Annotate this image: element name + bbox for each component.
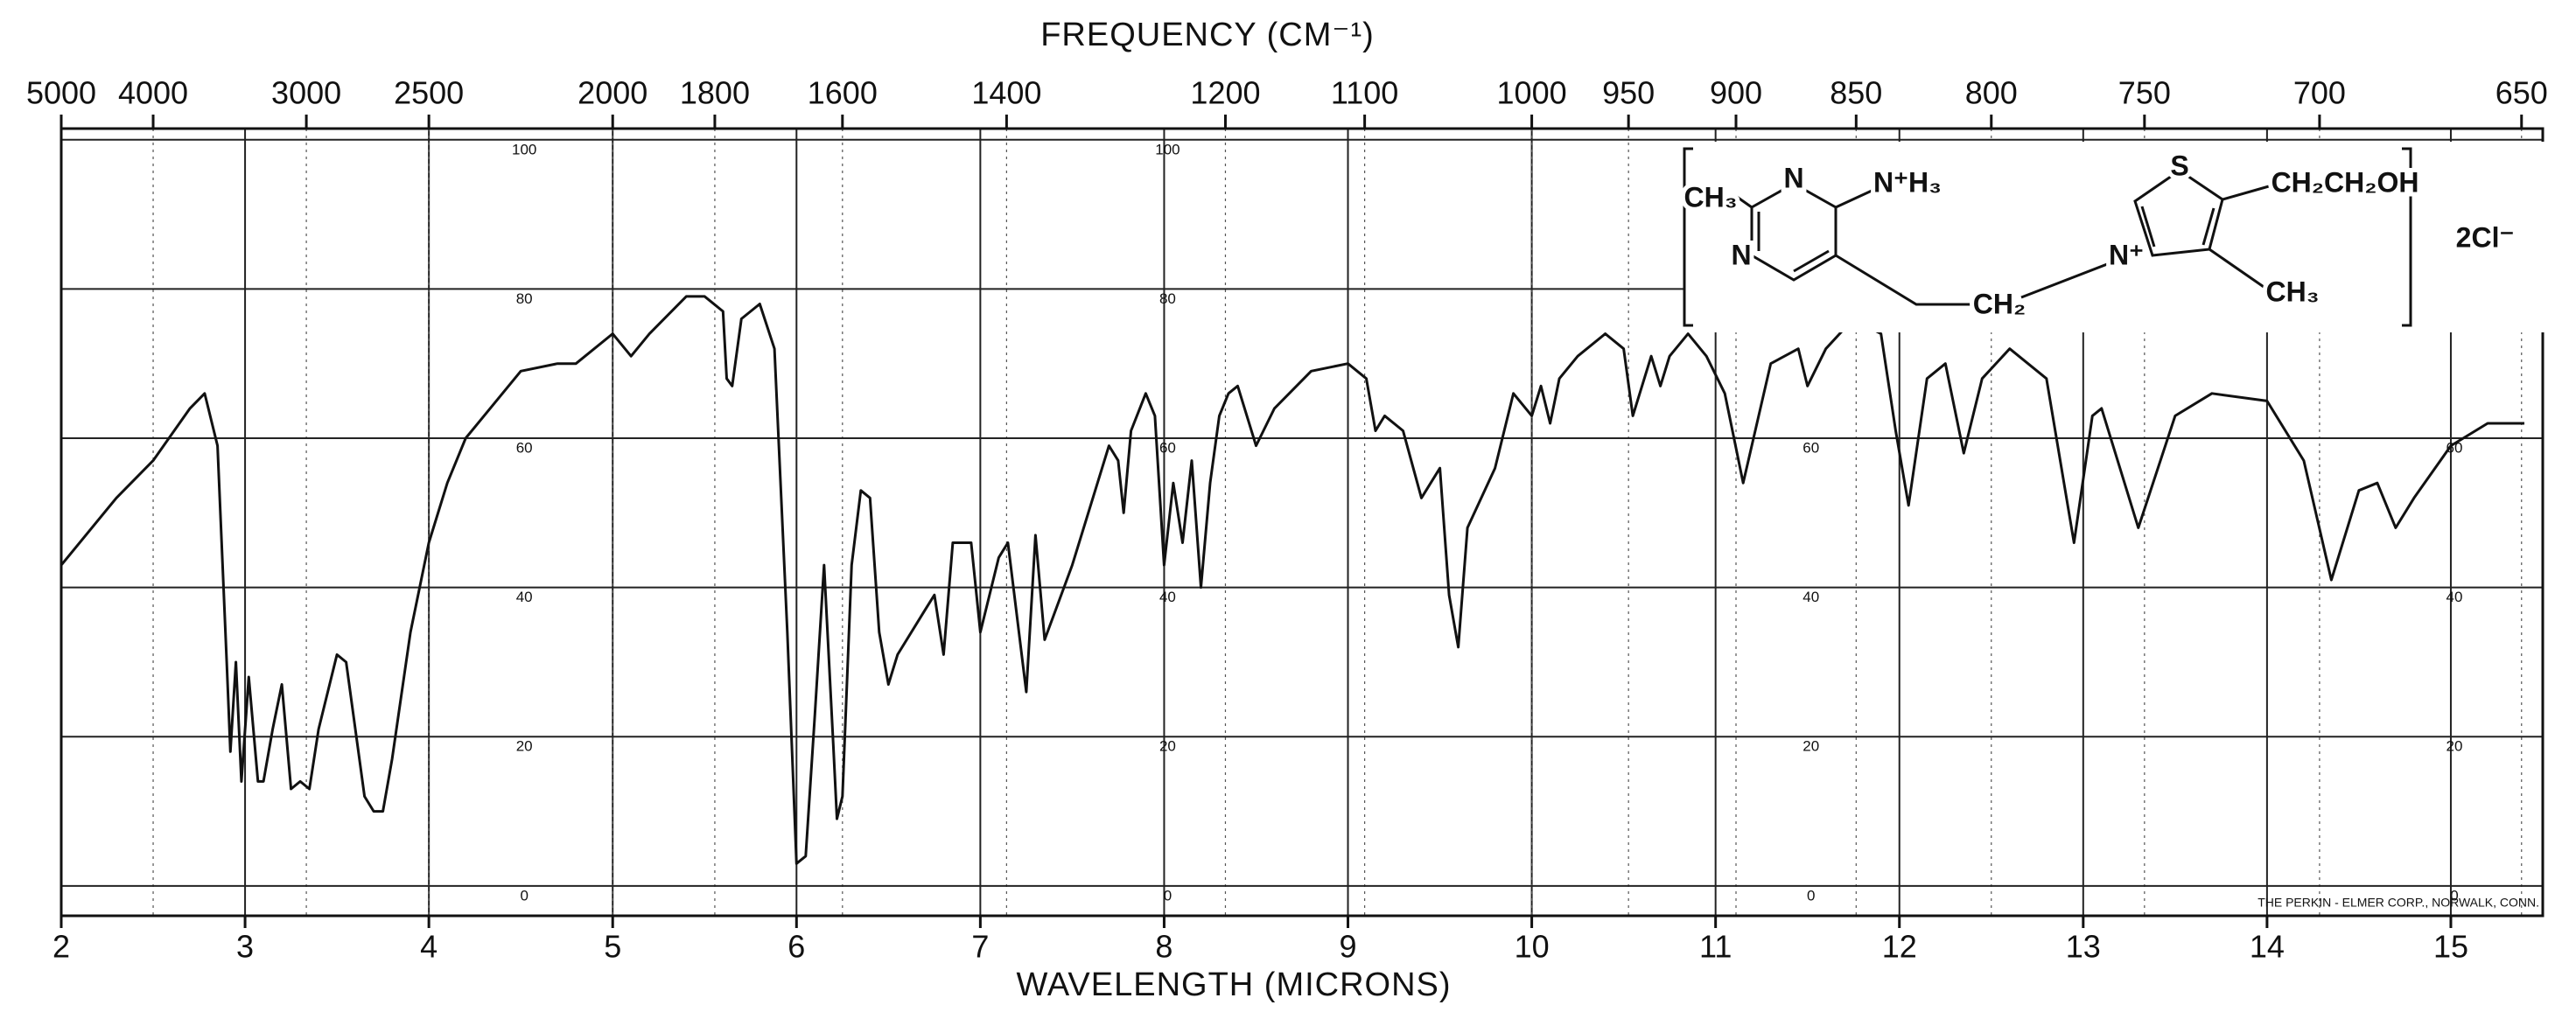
thiazole-ring: [2133, 169, 2224, 257]
grid: [60, 129, 2543, 916]
y-tick-label: 40: [1159, 589, 1176, 605]
footnote: THE PERKIN - ELMER CORP., NORWALK, CONN.: [2258, 896, 2539, 910]
structure-label: N: [1783, 162, 1803, 193]
x-tick-label: 12: [1882, 929, 1917, 965]
y-tick-label: 40: [516, 589, 533, 605]
y-tick-label: 0: [2450, 887, 2458, 904]
x-tick-label: 6: [788, 929, 805, 965]
y-tick-label: 80: [1159, 290, 1176, 307]
x-tick-label: 8: [1155, 929, 1172, 965]
x2-tick-label: 800: [1965, 75, 2018, 111]
x-tick-label: 14: [2250, 929, 2285, 965]
y-tick-label: 100: [512, 141, 536, 157]
x2-tick-label: 3000: [271, 75, 341, 111]
x2-tick-label: 1200: [1190, 75, 1260, 111]
y-tick-label: 0: [520, 887, 528, 904]
structure-label: CH₂CH₂OH: [2272, 166, 2419, 198]
x2-tick-label: 950: [1602, 75, 1655, 111]
x2-tick-label: 750: [2118, 75, 2171, 111]
x2-tick-label: 1000: [1497, 75, 1567, 111]
x2-tick-label: 650: [2496, 75, 2548, 111]
x2-tick-label: 700: [2293, 75, 2346, 111]
plot-frame: [60, 127, 2544, 918]
x2-tick-label: 850: [1830, 75, 1882, 111]
structure-backdrop: [1684, 142, 2551, 332]
y-tick-label: 20: [516, 738, 533, 755]
structure-label: CH₃: [1684, 181, 1737, 213]
x-tick-label: 5: [604, 929, 621, 965]
y-tick-label: 0: [1807, 887, 1815, 904]
structure-label: N: [1731, 239, 1751, 270]
y-tick-label: 20: [2446, 738, 2463, 755]
x-tick-label: 7: [971, 929, 989, 965]
x2-tick-label: 4000: [118, 75, 188, 111]
x2-tick-label: 2000: [578, 75, 648, 111]
y-tick-label: 0: [1164, 887, 1172, 904]
x-tick-label: 15: [2433, 929, 2468, 965]
structure-label: CH₃: [2265, 276, 2319, 307]
structure-label: S: [2170, 150, 2188, 181]
x-tick-label: 10: [1515, 929, 1550, 965]
y-tick-label: 60: [1802, 440, 1819, 457]
structure-label: N⁺H₃: [1873, 166, 1942, 198]
x-tick-label: 4: [420, 929, 438, 965]
x2-tick-label: 1400: [971, 75, 1041, 111]
y-tick-label: 20: [1159, 738, 1176, 755]
side-chain-bonds: [2208, 183, 2276, 290]
x-tick-label: 9: [1340, 929, 1357, 965]
counter-ion: 2Cl⁻: [2456, 221, 2515, 253]
x-axis-title: WAVELENGTH (MICRONS): [1016, 967, 1451, 1003]
y-tick-label: 60: [1159, 440, 1176, 457]
bracket-right: [2402, 147, 2412, 327]
x-tick-label: 2: [52, 929, 70, 965]
bracket-left: [1683, 147, 1693, 327]
x2-tick-label: 1600: [808, 75, 878, 111]
x2-tick-label: 5000: [26, 75, 96, 111]
x-tick-label: 3: [236, 929, 254, 965]
structure: CH₃ N N⁺H₃ N CH₂ N⁺ S CH₂CH₂OH CH₃ 2Cl⁻: [1679, 142, 2551, 332]
structure-label: N⁺: [2109, 239, 2144, 270]
y-tick-label: 60: [516, 440, 533, 457]
structure-label: CH₂: [1973, 288, 2026, 319]
bonds: [1736, 185, 2131, 306]
y-tick-label: 40: [2446, 589, 2463, 605]
x2-tick-label: 2500: [394, 75, 464, 111]
x2-tick-label: 1800: [680, 75, 750, 111]
y-tick-label: 80: [516, 290, 533, 307]
y-tick-label: 100: [1155, 141, 1180, 157]
x-tick-label: 13: [2066, 929, 2101, 965]
y-tick-label: 20: [1802, 738, 1819, 755]
x2-axis-title: FREQUENCY (CM⁻¹): [1040, 17, 1375, 53]
y-tick-label: 60: [2446, 440, 2463, 457]
y-tick-label: 40: [1802, 589, 1819, 605]
x-tick-label: 11: [1699, 929, 1732, 965]
x2-tick-label: 1100: [1331, 75, 1398, 111]
x2-tick-label: 900: [1710, 75, 1762, 111]
